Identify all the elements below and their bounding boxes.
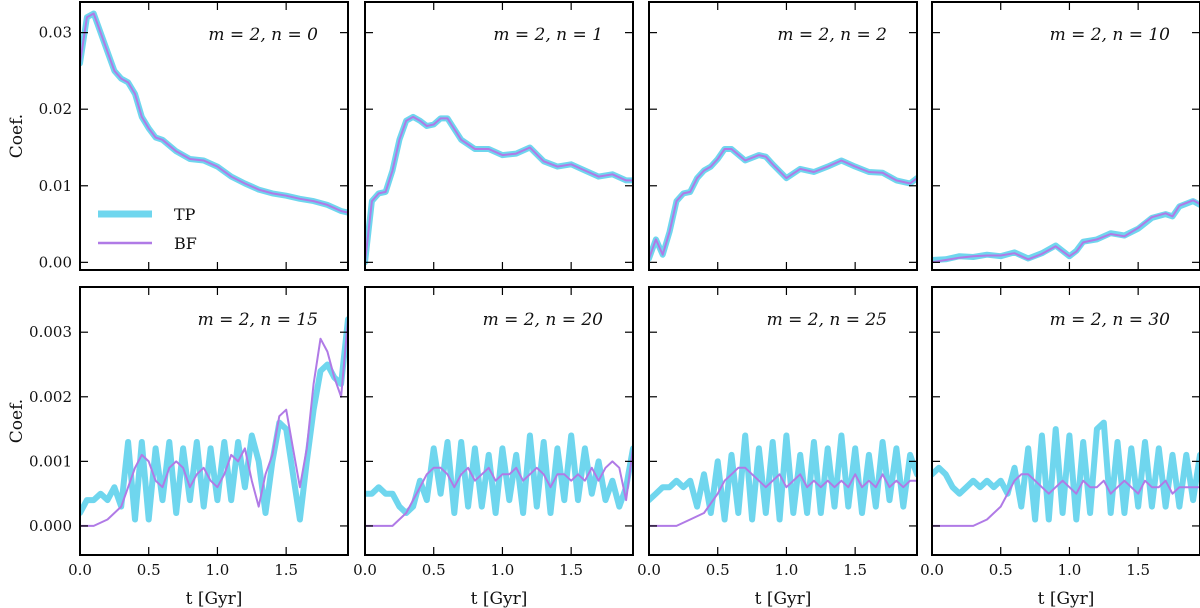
y-axis-label: Coef. xyxy=(7,399,27,443)
panel-title: m = 2, n = 0 xyxy=(208,25,318,45)
bf-series-line xyxy=(932,199,1200,264)
y-tick-label: 0.00 xyxy=(39,253,72,271)
y-tick-label: 0.000 xyxy=(29,517,72,535)
panel-frame xyxy=(79,1,349,271)
x-tick-label: 1.0 xyxy=(206,561,230,579)
y-tick-label: 0.01 xyxy=(39,177,72,195)
panel-title: m = 2, n = 20 xyxy=(483,310,604,330)
y-tick-label: 0.03 xyxy=(39,24,72,42)
panel-frame xyxy=(931,1,1200,271)
legend: TP BF xyxy=(98,205,197,253)
x-tick-label: 1.5 xyxy=(1126,561,1150,579)
panel-2: m = 2, n = 1 xyxy=(364,1,634,271)
tp-series-line xyxy=(80,316,348,523)
panel-title: m = 2, n = 15 xyxy=(198,310,318,330)
panel-title: m = 2, n = 2 xyxy=(777,25,887,45)
panel-frame xyxy=(648,1,918,271)
x-tick-label: 0.0 xyxy=(920,561,944,579)
y-tick-label: 0.002 xyxy=(29,388,72,406)
x-tick-label: 0.0 xyxy=(637,561,661,579)
panel-frame xyxy=(648,286,918,556)
tp-series-line xyxy=(649,146,917,262)
panel-title: m = 2, n = 1 xyxy=(493,25,603,45)
bf-series-line xyxy=(365,447,633,527)
bf-series-line xyxy=(80,318,348,527)
y-tick-label: 0.003 xyxy=(29,323,72,341)
x-tick-label: 0.5 xyxy=(706,561,730,579)
x-tick-label: 1.0 xyxy=(775,561,799,579)
tp-series-line xyxy=(649,432,917,523)
legend-label-bf: BF xyxy=(174,234,197,253)
bf-series-line xyxy=(365,115,633,264)
bf-series-line xyxy=(80,12,348,214)
panel-4: m = 2, n = 10 xyxy=(931,1,1200,271)
bf-series-line xyxy=(649,148,917,260)
panel-7: 0.0 0.5 1.0 1.5 m = 2, n = 25 t [Gyr] xyxy=(637,286,918,608)
x-tick-label: 1.0 xyxy=(1058,561,1082,579)
x-tick-label: 1.5 xyxy=(274,561,298,579)
x-tick-label: 0.5 xyxy=(422,561,446,579)
x-tick-label: 0.5 xyxy=(137,561,161,579)
panel-frame xyxy=(931,286,1200,556)
panel-title: m = 2, n = 30 xyxy=(1050,310,1171,330)
tp-series-line xyxy=(365,113,633,266)
x-axis-label: t [Gyr] xyxy=(1038,589,1095,608)
y-tick-label: 0.02 xyxy=(39,100,72,118)
panel-title: m = 2, n = 10 xyxy=(1050,25,1171,45)
y-axis-label: Coef. xyxy=(7,114,27,158)
tp-series-line xyxy=(932,198,1200,263)
x-tick-label: 0.5 xyxy=(989,561,1013,579)
panel-1: 0.00 0.01 0.02 0.03 m = 2, n = 0 Coef. TP BF xyxy=(7,1,349,271)
tp-series-line xyxy=(365,432,633,516)
panel-frame xyxy=(79,286,349,556)
bf-series-line xyxy=(932,473,1200,527)
x-tick-label: 1.0 xyxy=(491,561,515,579)
x-axis-label: t [Gyr] xyxy=(755,589,812,608)
panel-3: m = 2, n = 2 xyxy=(648,1,918,271)
panel-title: m = 2, n = 25 xyxy=(767,310,887,330)
legend-label-tp: TP xyxy=(174,205,196,224)
y-tick-label: 0.001 xyxy=(29,452,72,470)
panel-5: 0.000 0.001 0.002 0.003 0.0 0.5 1.0 1.5 m = 2, n… xyxy=(7,286,349,608)
bf-series-line xyxy=(649,466,917,527)
x-tick-label: 0.0 xyxy=(68,561,92,579)
x-tick-label: 1.5 xyxy=(559,561,583,579)
x-tick-label: 1.5 xyxy=(843,561,867,579)
tp-series-line xyxy=(932,419,1200,523)
x-axis-label: t [Gyr] xyxy=(186,589,243,608)
panel-6: 0.0 0.5 1.0 1.5 m = 2, n = 20 t [Gyr] xyxy=(353,286,634,608)
panel-frame xyxy=(364,1,634,271)
x-tick-label: 0.0 xyxy=(353,561,377,579)
x-axis-label: t [Gyr] xyxy=(471,589,528,608)
panel-frame xyxy=(364,286,634,556)
panel-8: 0.0 0.5 1.0 1.5 m = 2, n = 30 t [Gyr] xyxy=(920,286,1200,608)
